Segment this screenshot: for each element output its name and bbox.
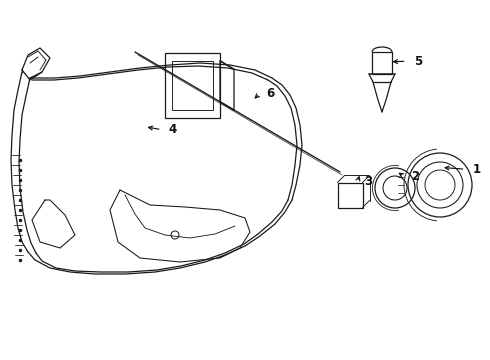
Text: 1: 1 [472, 163, 481, 176]
Bar [372, 52, 392, 74]
Text: 4: 4 [169, 123, 177, 136]
Text: 5: 5 [414, 55, 422, 68]
Text: 3: 3 [365, 175, 373, 188]
Bar [172, 61, 213, 110]
Bar [338, 183, 363, 207]
Bar [165, 53, 220, 118]
Text: 6: 6 [267, 87, 275, 100]
Text: 2: 2 [411, 170, 419, 183]
